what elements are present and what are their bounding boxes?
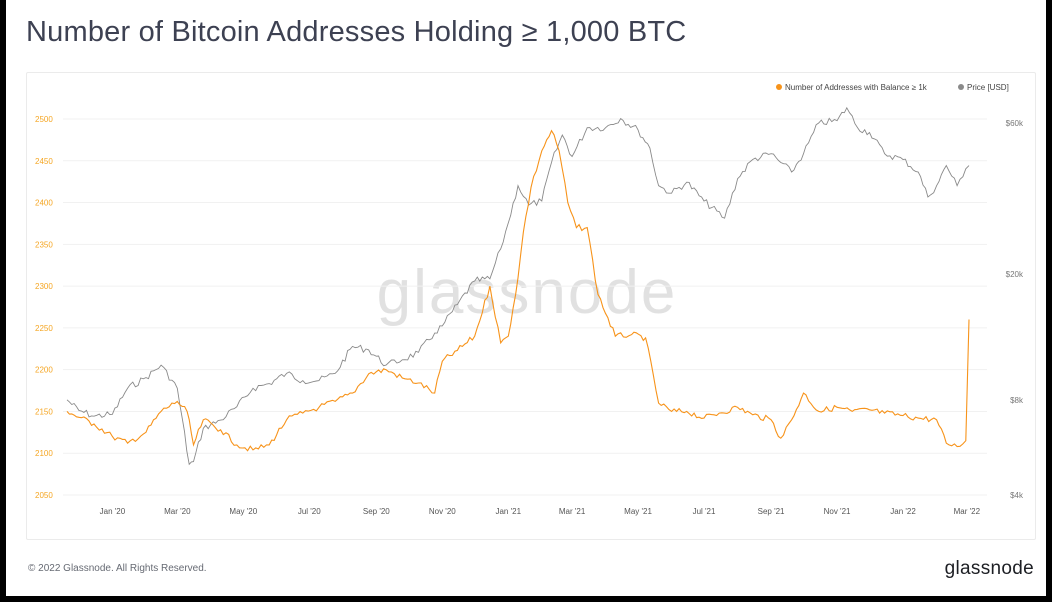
brand-logo: glassnode: [944, 558, 1034, 579]
copyright-text: © 2022 Glassnode. All Rights Reserved.: [28, 563, 207, 574]
legend-label-price: Price [USD]: [967, 83, 1009, 92]
y-right-tick-label: $8k: [1010, 396, 1024, 405]
y-left-tick-label: 2150: [35, 407, 53, 416]
y-right-tick-label: $4k: [1010, 491, 1024, 500]
y-left-tick-label: 2250: [35, 324, 53, 333]
x-tick-label: Mar '20: [164, 507, 191, 516]
y-left-tick-label: 2500: [35, 115, 53, 124]
x-tick-label: Jan '21: [495, 507, 521, 516]
x-tick-label: Nov '20: [429, 507, 456, 516]
watermark: glassnode: [377, 258, 678, 327]
chart-svg: glassnode Number of Addresses with Balan…: [35, 83, 1024, 516]
legend-marker-addresses: [776, 84, 782, 90]
price-series-line: [66, 106, 970, 466]
x-tick-label: Nov '21: [824, 507, 851, 516]
x-tick-label: Jan '20: [100, 507, 126, 516]
y-left-axis: 2050 2100 2150 2200 2250 2300 2350 2400 2450 2500: [35, 115, 53, 500]
addresses-series-line: [66, 129, 970, 452]
x-tick-label: Mar '22: [954, 507, 981, 516]
x-tick-label: Jul '20: [298, 507, 321, 516]
y-left-tick-label: 2350: [35, 240, 53, 249]
y-left-tick-label: 2050: [35, 491, 53, 500]
y-right-axis: $4k $8k $20k $60k: [1006, 119, 1024, 500]
x-tick-label: Sep '21: [758, 507, 785, 516]
x-tick-label: May '21: [624, 507, 652, 516]
y-left-tick-label: 2100: [35, 449, 53, 458]
legend-label-addresses: Number of Addresses with Balance ≥ 1k: [785, 83, 928, 92]
y-right-tick-label: $20k: [1006, 270, 1024, 279]
y-left-tick-label: 2300: [35, 282, 53, 291]
x-tick-label: Jul '21: [693, 507, 716, 516]
x-tick-label: Sep '20: [363, 507, 390, 516]
series-lines: [66, 106, 970, 466]
y-right-tick-label: $60k: [1006, 119, 1024, 128]
legend-marker-price: [958, 84, 964, 90]
chart-panel: glassnode Number of Addresses with Balan…: [26, 72, 1036, 540]
x-tick-label: May '20: [229, 507, 257, 516]
grid: [63, 118, 987, 496]
page-title: Number of Bitcoin Addresses Holding ≥ 1,…: [26, 16, 687, 48]
x-axis: Jan '20 Mar '20 May '20 Jul '20 Sep '20 Nov '…: [100, 507, 981, 516]
y-left-tick-label: 2450: [35, 157, 53, 166]
legend: Number of Addresses with Balance ≥ 1k Pr…: [776, 83, 1009, 92]
x-tick-label: Jan '22: [890, 507, 916, 516]
y-left-tick-label: 2400: [35, 199, 53, 208]
chart-card: Number of Bitcoin Addresses Holding ≥ 1,…: [6, 0, 1046, 596]
y-left-tick-label: 2200: [35, 366, 53, 375]
x-tick-label: Mar '21: [559, 507, 586, 516]
